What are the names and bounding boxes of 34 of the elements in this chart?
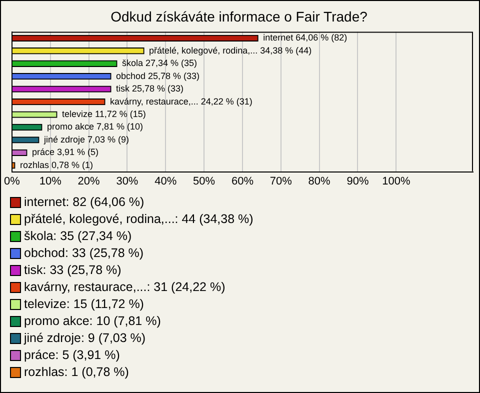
text: obchod: 33 (25,78 %) <box>24 245 144 262</box>
x-tick-label: 80% <box>308 175 331 188</box>
data-label: obchod 25,78 % (33) <box>116 70 200 81</box>
x-tick-label: 20% <box>78 175 100 188</box>
chart-title: Odkud získáváte informace o Fair Trade? <box>110 8 368 24</box>
text: promo akce: 10 (7,81 %) <box>24 313 161 330</box>
text: jiné zdroje: 9 (7,03 %) <box>24 330 146 347</box>
text: tisk: 33 (25,78 %) <box>24 262 122 279</box>
text: televize: 15 (11,72 %) <box>24 296 144 313</box>
x-tick-label: 40% <box>154 175 177 188</box>
x-tick-label: 100% <box>382 175 410 188</box>
x-tick-label: 70% <box>270 175 292 188</box>
data-label: rozhlas 0,78 % (1) <box>20 160 93 170</box>
data-label: kavárny, restaurace,... 24,22 % (31) <box>110 96 252 106</box>
text: práce: 5 (3,91 %) <box>24 347 120 364</box>
text: škola: 35 (27,34 %) <box>24 228 132 245</box>
data-label: internet 64,06 % (82) <box>263 32 348 43</box>
x-tick-label: 0% <box>4 175 20 188</box>
data-label: škola 27,34 % (35) <box>122 58 198 68</box>
data-label: promo akce 7,81 % (10) <box>46 122 144 132</box>
text: přátelé, kolegové, rodina,...: 44 (34,38 %) <box>24 211 254 228</box>
x-tick-label: 60% <box>231 175 254 188</box>
data-label: práce 3,91 % (5) <box>32 147 99 158</box>
data-label: tisk 25,78 % (33) <box>116 84 184 94</box>
data-label: jiné zdroje 7,03 % (9) <box>42 134 130 144</box>
x-tick-label: 30% <box>116 175 138 188</box>
data-label: televize 11,72 % (15) <box>62 109 146 120</box>
x-tick-label: 10% <box>39 175 62 188</box>
x-tick-label: 50% <box>193 175 216 188</box>
x-tick-label: 90% <box>346 175 369 188</box>
text: rozhlas: 1 (0,78 %) <box>24 364 129 381</box>
text: internet: 82 (64,06 %) <box>24 194 144 211</box>
data-label: přátelé, kolegové, rodina,... 34,38 % (44) <box>149 45 312 56</box>
text: kavárny, restaurace,...: 31 (24,22 %) <box>24 279 226 296</box>
